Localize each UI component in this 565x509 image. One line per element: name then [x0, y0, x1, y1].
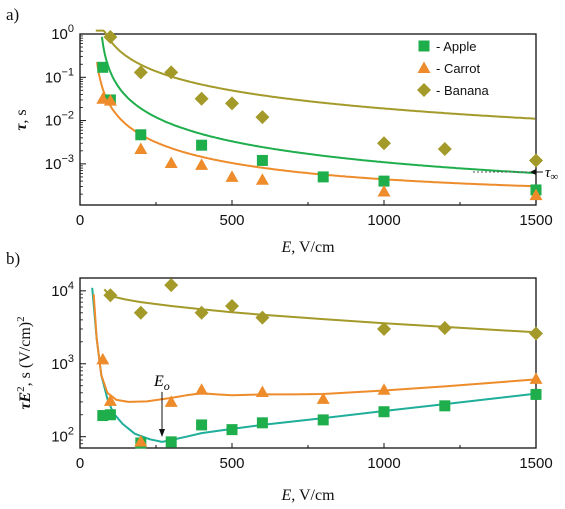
banana-point [255, 310, 270, 325]
banana-point [377, 321, 391, 336]
carrot-point [103, 94, 117, 106]
legend-label: - Carrot [436, 61, 480, 76]
banana-point [194, 91, 209, 106]
panel-a-label: a) [6, 5, 19, 24]
carrot-point [96, 352, 110, 365]
banana-point [225, 298, 239, 313]
carrot-point [225, 170, 239, 182]
y-tick-label: 10−1 [45, 66, 74, 86]
banana-point [529, 326, 543, 341]
carrot-point [377, 383, 391, 395]
banana-point [164, 65, 179, 80]
y-tick-label: 100 [51, 23, 74, 43]
y-tick-label: 10−3 [45, 153, 74, 173]
carrot-point [529, 188, 543, 201]
banana-point [225, 96, 239, 111]
legend-marker-carrot [417, 61, 431, 73]
apple-point [256, 154, 268, 166]
x-tick-label: 1000 [367, 455, 400, 472]
carrot-point [103, 394, 117, 406]
apple-point [196, 139, 208, 151]
banana-point [164, 278, 179, 293]
carrot-point [255, 173, 269, 185]
carrot-point [255, 385, 269, 398]
panel-a-y-axis-label: τ, s [13, 109, 30, 130]
banana-point [133, 305, 148, 320]
apple-point [165, 436, 177, 448]
apple-point [135, 129, 147, 141]
apple-point [97, 410, 109, 422]
apple-point [530, 388, 542, 400]
eo-arrowhead [159, 429, 165, 437]
apple-point [317, 414, 329, 426]
carrot-point [529, 372, 543, 384]
banana-point [103, 288, 118, 303]
x-tick-label: 1500 [519, 455, 552, 472]
x-tick-label: 0 [76, 212, 84, 229]
fit-curve-carrot [92, 294, 537, 403]
y-tick-label: 103 [51, 353, 74, 373]
panel-b-y-axis-label: τE2, s (V/cm)2 [15, 316, 34, 409]
fit-curve-apple [91, 287, 537, 443]
banana-point [437, 320, 452, 335]
legend-marker-apple [418, 40, 430, 52]
legend-label: - Banana [436, 83, 490, 98]
banana-point [255, 110, 270, 125]
panel-a-x-axis-label: E, V/cm [280, 239, 335, 256]
apple-point [97, 61, 109, 73]
tau-infinity-label: τ∞ [545, 165, 558, 183]
carrot-point [195, 158, 209, 170]
tau-infinity-annotation: τ∞ [473, 165, 558, 183]
x-tick-label: 1500 [519, 212, 552, 229]
apple-point [104, 409, 116, 421]
y-tick-label: 102 [51, 426, 74, 446]
apple-point [378, 406, 390, 418]
panel-b: b) 0 500 1000 1500 104 103 102 E, V/cm τE2, s… [6, 249, 553, 504]
eo-label: Eo [153, 373, 170, 393]
carrot-point [134, 434, 148, 447]
banana-point [194, 305, 209, 320]
tau-infinity-arrowhead [530, 169, 536, 175]
carrot-point [164, 156, 178, 168]
x-tick-label: 1000 [367, 212, 400, 229]
x-tick-label: 500 [219, 455, 244, 472]
apple-point [256, 417, 268, 429]
apple-point [439, 400, 451, 412]
x-tick-label: 0 [76, 455, 84, 472]
apple-point [226, 424, 238, 436]
legend-label: - Apple [436, 39, 476, 54]
banana-point [437, 142, 452, 157]
apple-point [378, 175, 390, 187]
panel-b-label: b) [6, 249, 20, 268]
carrot-point [377, 185, 391, 197]
legend: - Apple - Carrot - Banana [417, 39, 490, 98]
y-tick-label: 10−2 [45, 110, 74, 130]
carrot-point [134, 142, 148, 155]
carrot-point [316, 392, 330, 404]
panel-a-frame [79, 33, 537, 206]
eo-annotation: Eo [153, 373, 170, 437]
apple-point [317, 171, 329, 183]
carrot-point [164, 395, 178, 407]
fit-curve-apple [100, 36, 536, 174]
carrot-point [96, 92, 110, 104]
banana-point [133, 65, 148, 80]
banana-point [529, 153, 543, 168]
panel-b-x-axis-label: E, V/cm [280, 487, 335, 504]
legend-marker-banana [417, 83, 431, 97]
carrot-point [195, 383, 209, 395]
y-tick-label: 104 [51, 280, 74, 300]
fit-curve-banana [103, 288, 537, 334]
banana-point [377, 136, 391, 151]
banana-point [103, 30, 118, 45]
x-tick-label: 500 [219, 212, 244, 229]
apple-point [196, 419, 208, 431]
fit-curve-carrot [96, 61, 535, 188]
